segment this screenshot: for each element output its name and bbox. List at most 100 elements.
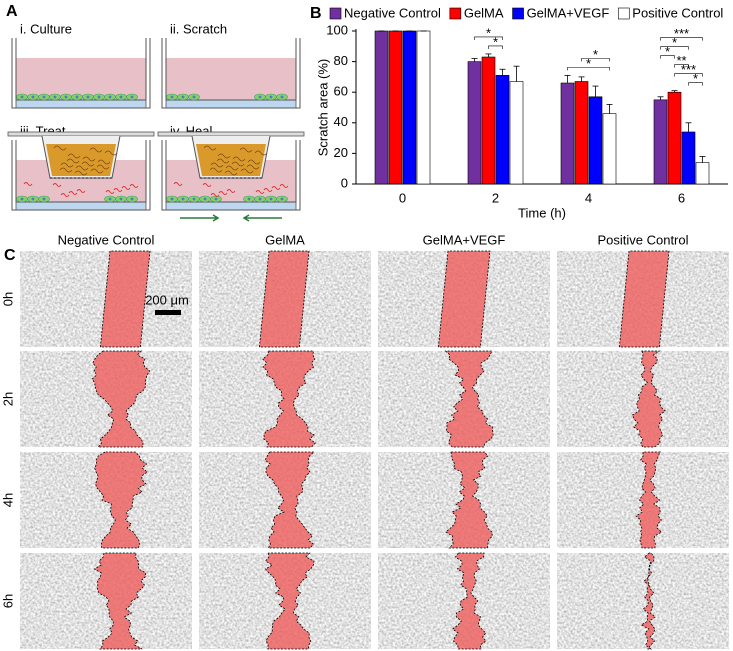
factor: [76, 189, 86, 193]
factor: [210, 193, 220, 197]
fiber: [246, 164, 260, 170]
well-bottom: [15, 201, 147, 211]
nucleus: [64, 95, 68, 99]
fiber: [232, 156, 246, 162]
factor: [60, 193, 70, 197]
wound-area: [264, 552, 315, 650]
nucleus: [280, 95, 284, 99]
wound-area: [631, 350, 666, 448]
factor: [129, 184, 139, 188]
bar: [467, 61, 482, 185]
row-label: 0h: [0, 292, 15, 306]
nucleus: [20, 197, 24, 201]
sig-label: *: [593, 47, 598, 62]
sig-label: *: [672, 35, 677, 50]
fiber: [239, 147, 253, 153]
factor: [52, 183, 62, 187]
fiber: [247, 159, 261, 165]
error-bar: [564, 74, 571, 84]
bar: [588, 96, 603, 185]
sig-label: **: [676, 53, 686, 68]
bar: [681, 131, 696, 185]
factor: [255, 190, 265, 194]
wound-area: [618, 250, 670, 348]
nucleus: [97, 95, 101, 99]
nucleus: [170, 197, 174, 201]
nucleus: [269, 197, 273, 201]
fiber: [209, 167, 223, 173]
legend-label: GelMA+VEGF: [527, 5, 610, 20]
wound-area: [445, 451, 493, 549]
nucleus: [20, 95, 24, 99]
legend-swatch: [512, 7, 524, 20]
factor: [23, 182, 33, 186]
fiber: [231, 161, 245, 167]
medium: [166, 58, 296, 100]
bar: [402, 30, 417, 185]
error-bar: [606, 104, 613, 114]
error-bar: [471, 58, 478, 62]
fiber: [53, 145, 67, 151]
sig-bracket: [660, 55, 675, 59]
nucleus: [181, 95, 185, 99]
nucleus: [247, 197, 251, 201]
y-tick-label: 20: [334, 145, 348, 160]
sig-label: *: [586, 56, 591, 71]
bar: [416, 30, 431, 185]
nucleus: [258, 95, 262, 99]
nucleus: [269, 95, 273, 99]
row-label: 6h: [0, 594, 15, 608]
hydrogel: [46, 144, 116, 176]
sig-bracket: [581, 58, 610, 62]
fiber: [81, 161, 95, 167]
fiber: [225, 165, 239, 171]
scale-bar-label: 200 μm: [145, 292, 189, 307]
nucleus: [75, 95, 79, 99]
fiber: [82, 156, 96, 162]
panel-label: B: [310, 5, 322, 22]
arrow: [242, 214, 282, 222]
row-label: 2h: [0, 392, 15, 406]
nucleus: [130, 197, 134, 201]
bar: [574, 81, 589, 185]
factor: [279, 184, 289, 188]
nucleus: [181, 197, 185, 201]
fiber: [97, 159, 111, 165]
nucleus: [42, 197, 46, 201]
error-bar: [685, 122, 692, 132]
micrograph: [557, 553, 729, 649]
y-axis-label: Scratch area (%): [315, 59, 330, 157]
wound-area: [444, 350, 494, 448]
sig-label: ***: [674, 26, 689, 41]
y-tick-label: 40: [334, 114, 348, 129]
column-label: Negative Control: [58, 232, 155, 247]
factor: [113, 188, 123, 192]
nucleus: [86, 95, 90, 99]
error-bar: [499, 68, 506, 76]
nucleus: [280, 197, 284, 201]
wound-area: [452, 552, 487, 650]
error-bar: [485, 53, 492, 58]
fiber: [59, 167, 73, 173]
bar: [667, 91, 682, 185]
error-bar: [578, 76, 585, 82]
row-label: 4h: [0, 493, 15, 507]
nucleus: [214, 197, 218, 201]
bar: [695, 162, 710, 185]
x-tick-label: 6: [678, 190, 685, 205]
x-tick-label: 2: [492, 190, 499, 205]
bar: [388, 30, 403, 185]
error-bar: [657, 96, 664, 100]
sig-bracket: [660, 37, 703, 41]
fiber: [75, 165, 89, 171]
sig-bracket: [474, 36, 503, 40]
wound-area: [93, 552, 147, 650]
nucleus: [170, 95, 174, 99]
fiber: [89, 147, 103, 153]
column-label: GelMA+VEGF: [423, 232, 506, 247]
wound-area: [99, 250, 151, 348]
wound-area: [437, 250, 491, 348]
factor: [105, 190, 115, 194]
wound-area: [264, 451, 316, 549]
bar: [374, 30, 389, 185]
